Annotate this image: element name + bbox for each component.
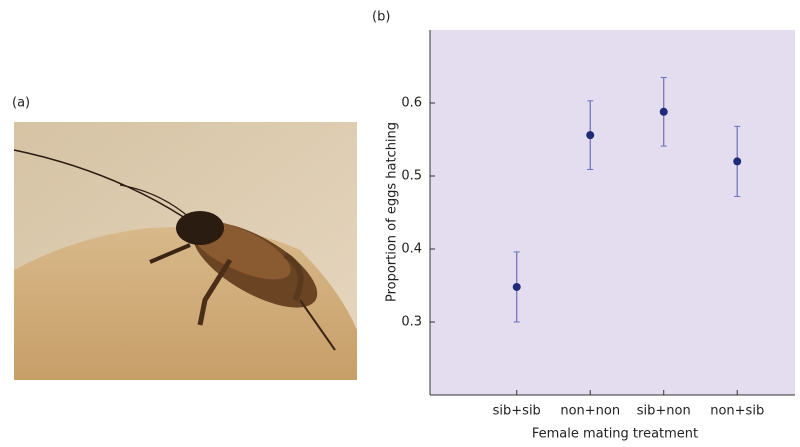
point <box>512 282 521 291</box>
panel-label: (b) <box>372 10 390 25</box>
x-tick-label: sib+sib <box>493 404 541 419</box>
y-tick-label: 0.5 <box>401 169 422 184</box>
x-tick-label: sib+non <box>637 404 691 419</box>
x-tick-label: non+sib <box>710 404 764 419</box>
y-tick-label: 0.4 <box>401 242 422 257</box>
chart: (b) Female mating treatment Proportion o… <box>372 10 698 442</box>
point <box>586 131 595 140</box>
y-tick-label: 0.3 <box>401 315 422 330</box>
x-tick-label: non+non <box>560 404 620 419</box>
point <box>733 157 742 166</box>
point <box>659 107 668 116</box>
panel-label: (a) <box>12 96 30 111</box>
cricket-photo <box>13 122 357 380</box>
x-axis-label: Female mating treatment <box>532 427 698 442</box>
plot-area <box>430 30 795 395</box>
y-axis-label: Proportion of eggs hatching <box>385 122 400 302</box>
y-tick-label: 0.6 <box>401 96 422 111</box>
